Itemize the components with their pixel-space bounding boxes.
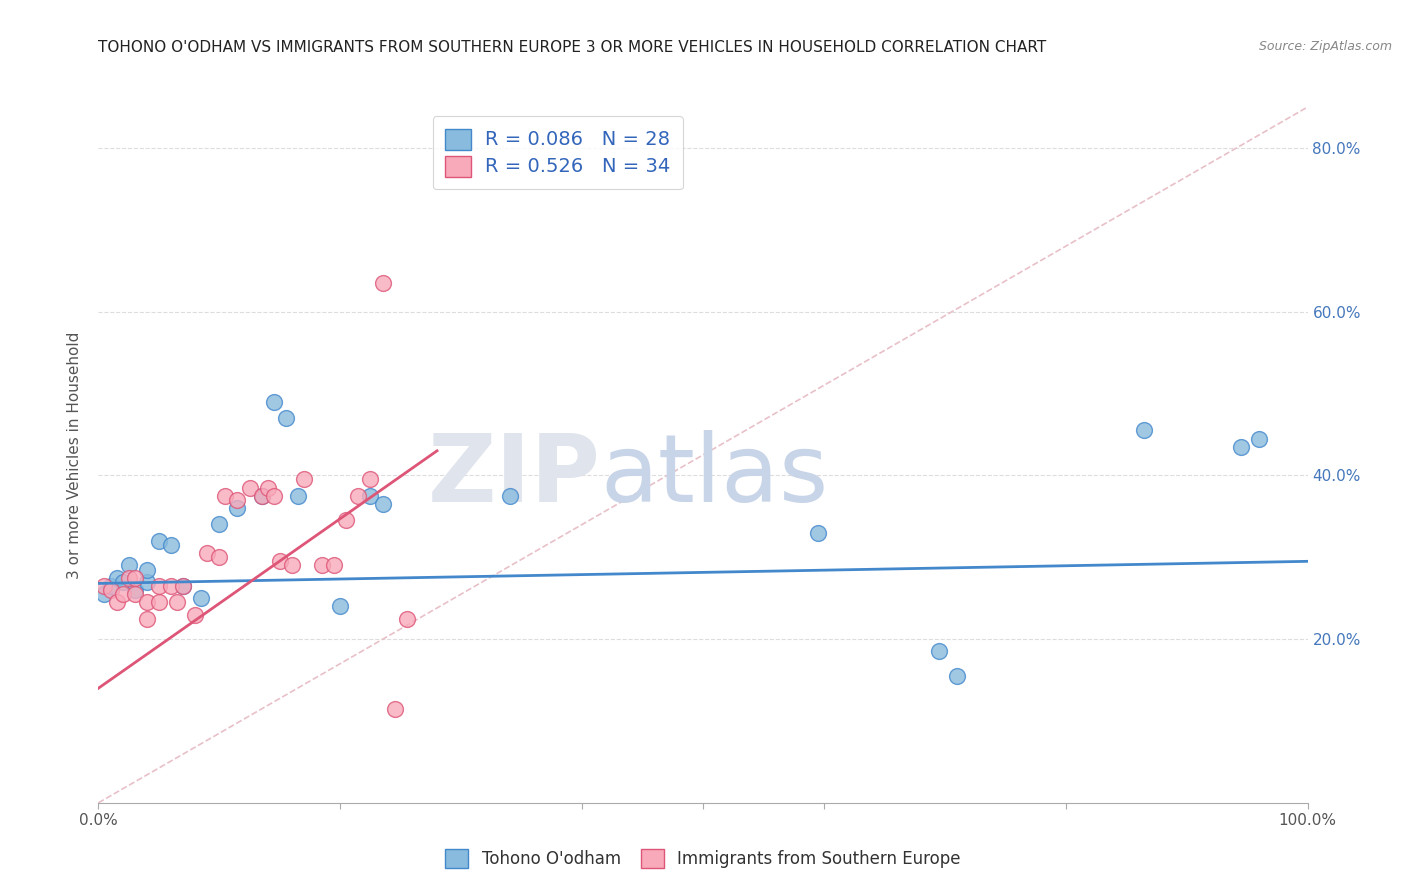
Point [329, 599, 352, 614]
Point [118, 571, 141, 585]
Point [124, 571, 146, 585]
Point [124, 587, 146, 601]
Point [1133, 423, 1156, 437]
Point [371, 497, 394, 511]
Point [263, 489, 285, 503]
Point [287, 489, 309, 503]
Point [239, 481, 262, 495]
Point [946, 669, 969, 683]
Point [263, 394, 285, 409]
Point [172, 579, 194, 593]
Point [335, 513, 357, 527]
Legend: Tohono O'odham, Immigrants from Southern Europe: Tohono O'odham, Immigrants from Southern… [439, 842, 967, 874]
Point [256, 481, 278, 495]
Point [269, 554, 291, 568]
Point [118, 558, 141, 573]
Point [250, 489, 273, 503]
Point [226, 492, 249, 507]
Point [190, 591, 212, 606]
Point [160, 579, 183, 593]
Point [160, 538, 183, 552]
Point [135, 595, 157, 609]
Point [124, 582, 146, 597]
Point [93, 579, 115, 593]
Point [928, 644, 950, 658]
Point [100, 579, 122, 593]
Point [360, 473, 382, 487]
Point [498, 489, 520, 503]
Text: TOHONO O'ODHAM VS IMMIGRANTS FROM SOUTHERN EUROPE 3 OR MORE VEHICLES IN HOUSEHOL: TOHONO O'ODHAM VS IMMIGRANTS FROM SOUTHE… [98, 40, 1046, 55]
Point [135, 574, 157, 589]
Point [208, 550, 231, 565]
Point [250, 489, 273, 503]
Point [148, 595, 170, 609]
Point [347, 489, 370, 503]
Point [111, 587, 134, 601]
Point [195, 546, 218, 560]
Point [274, 411, 297, 425]
Point [93, 587, 115, 601]
Point [172, 579, 194, 593]
Text: ZIP: ZIP [427, 430, 600, 522]
Point [1230, 440, 1253, 454]
Point [135, 612, 157, 626]
Point [208, 517, 231, 532]
Text: atlas: atlas [600, 430, 828, 522]
Point [1249, 432, 1271, 446]
Y-axis label: 3 or more Vehicles in Household: 3 or more Vehicles in Household [67, 331, 83, 579]
Text: Source: ZipAtlas.com: Source: ZipAtlas.com [1258, 40, 1392, 54]
Point [214, 489, 236, 503]
Point [148, 579, 170, 593]
Point [111, 574, 134, 589]
Point [148, 533, 170, 548]
Point [105, 595, 128, 609]
Point [360, 489, 382, 503]
Point [384, 701, 406, 715]
Point [292, 473, 315, 487]
Point [226, 501, 249, 516]
Point [311, 558, 333, 573]
Point [135, 562, 157, 576]
Point [281, 558, 304, 573]
Point [100, 582, 122, 597]
Point [323, 558, 346, 573]
Point [807, 525, 830, 540]
Point [166, 595, 188, 609]
Point [105, 571, 128, 585]
Point [184, 607, 207, 622]
Point [395, 612, 418, 626]
Point [371, 276, 394, 290]
